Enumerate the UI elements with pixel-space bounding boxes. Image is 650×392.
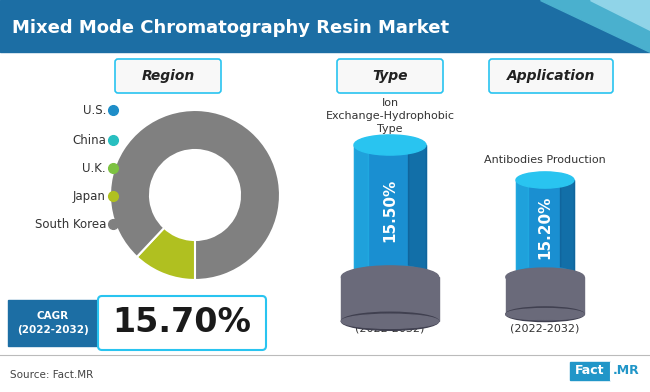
Text: 15.70%: 15.70%	[112, 307, 252, 339]
Ellipse shape	[506, 309, 584, 320]
Ellipse shape	[341, 312, 439, 330]
Polygon shape	[516, 180, 528, 275]
Text: China: China	[72, 134, 106, 147]
Ellipse shape	[341, 314, 439, 328]
Bar	[610, 362, 642, 380]
Ellipse shape	[506, 307, 584, 321]
Wedge shape	[114, 110, 280, 280]
Ellipse shape	[354, 135, 426, 155]
Text: Fact: Fact	[575, 365, 604, 377]
Text: 15.20%: 15.20%	[538, 196, 552, 259]
Bar	[506, 277, 584, 314]
Wedge shape	[110, 110, 280, 280]
Text: CAGR
(2022-2032): CAGR (2022-2032)	[17, 311, 89, 335]
Text: U.S.: U.S.	[83, 103, 106, 116]
Polygon shape	[540, 0, 650, 52]
Text: CAGR
(2022-2032): CAGR (2022-2032)	[510, 312, 580, 334]
Bar	[570, 362, 610, 380]
Bar	[8, 300, 98, 346]
Text: Source: Fact.MR: Source: Fact.MR	[10, 370, 93, 380]
Ellipse shape	[341, 266, 439, 288]
Text: Japan: Japan	[73, 189, 106, 203]
Polygon shape	[590, 0, 650, 30]
Bar	[341, 277, 439, 321]
Polygon shape	[408, 145, 426, 275]
Wedge shape	[110, 110, 280, 280]
Ellipse shape	[506, 268, 584, 286]
FancyBboxPatch shape	[98, 296, 266, 350]
Ellipse shape	[354, 265, 426, 285]
Ellipse shape	[516, 172, 574, 188]
Text: South Korea: South Korea	[34, 218, 106, 230]
Text: Type: Type	[372, 69, 408, 83]
Polygon shape	[560, 180, 574, 275]
Text: .MR: .MR	[612, 365, 639, 377]
Wedge shape	[110, 110, 278, 280]
FancyBboxPatch shape	[337, 59, 443, 93]
Text: Application: Application	[507, 69, 595, 83]
Bar	[0, 0, 650, 52]
FancyBboxPatch shape	[489, 59, 613, 93]
Bar	[354, 145, 426, 275]
Ellipse shape	[516, 267, 574, 283]
Text: Mixed Mode Chromatography Resin Market: Mixed Mode Chromatography Resin Market	[12, 19, 449, 37]
Text: Region: Region	[142, 69, 194, 83]
FancyBboxPatch shape	[115, 59, 221, 93]
Text: CAGR
(2022-2032): CAGR (2022-2032)	[356, 312, 424, 334]
Text: 15.50%: 15.50%	[382, 178, 398, 241]
Bar	[516, 180, 574, 275]
Polygon shape	[354, 145, 369, 275]
Text: Antibodies Production: Antibodies Production	[484, 155, 606, 165]
Wedge shape	[110, 110, 280, 280]
Text: U.K.: U.K.	[83, 162, 106, 174]
Text: Ion
Exchange-Hydrophobic
Type: Ion Exchange-Hydrophobic Type	[326, 98, 454, 134]
